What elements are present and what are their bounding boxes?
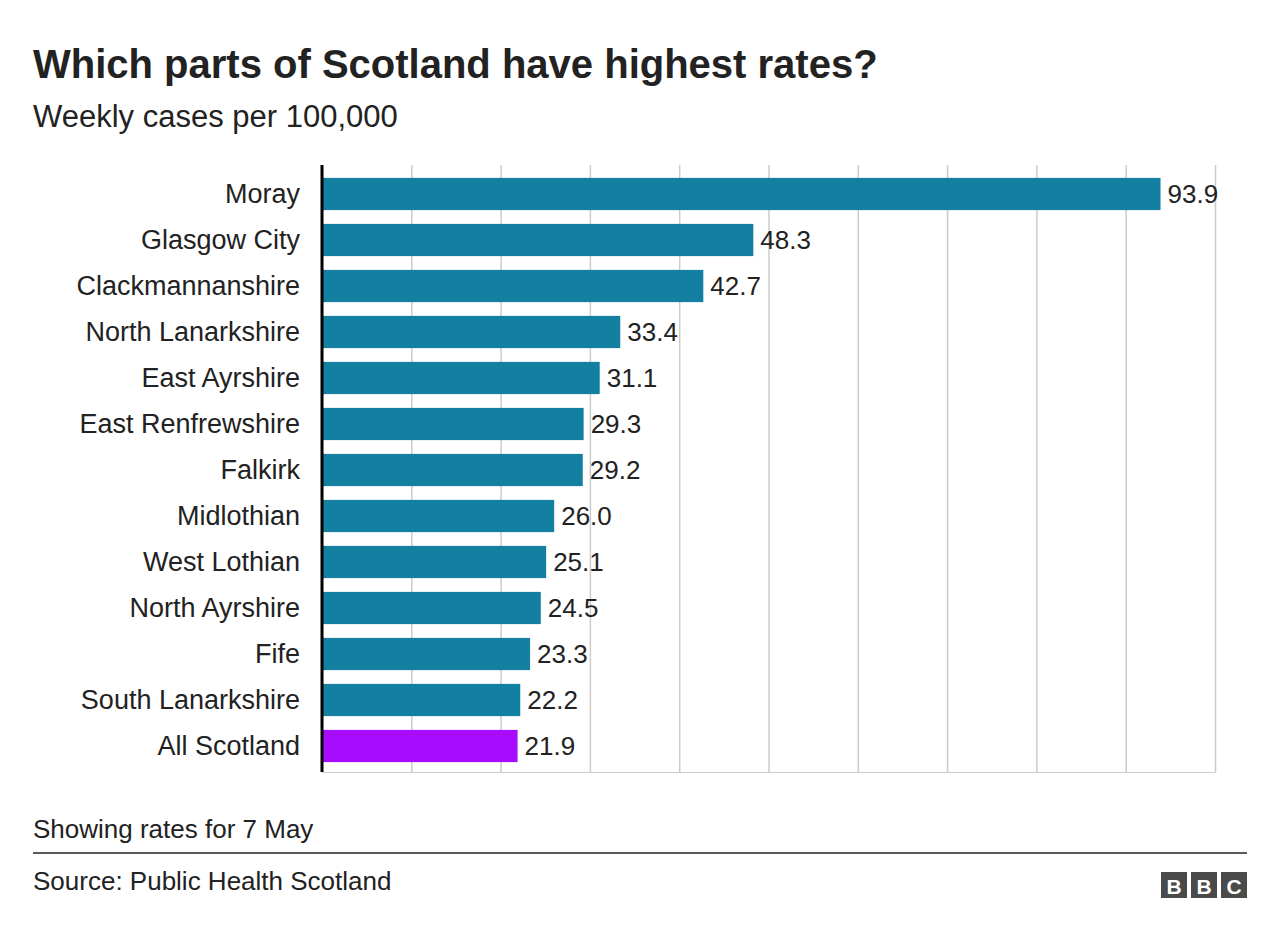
logo-text: BBC [1166,875,1241,898]
y-tick-label: West Lothian [143,547,300,577]
chart: Which parts of Scotland have highest rat… [0,0,1280,940]
data-label: 25.1 [553,547,604,577]
y-tick: All Scotland [157,731,322,761]
grid-line [1215,165,1217,772]
data-label: 29.2 [590,455,641,485]
y-tick-label: Glasgow City [141,225,301,255]
footer-rule [33,852,1247,854]
y-tick: South Lanarkshire [81,685,322,715]
data-label: 26.0 [561,501,612,531]
logo: BBC [1161,872,1247,898]
data-label: 93.9 [1168,179,1219,209]
x-tick [769,165,770,772]
bar [322,454,583,486]
grid-line [1125,165,1127,772]
y-tick-label: East Renfrewshire [79,409,300,439]
grid-line [947,165,949,772]
bar [322,316,620,348]
bar [322,270,703,302]
source: Source: Public Health Scotland [33,866,391,896]
bar [322,224,753,256]
x-tick [1126,165,1127,772]
y-tick-label: Moray [225,179,301,209]
data-label: 31.1 [607,363,658,393]
x-tick [322,165,323,772]
y-tick: West Lothian [143,547,322,577]
y-tick-label: Midlothian [177,501,300,531]
y-tick-label: North Lanarkshire [85,317,300,347]
data-label: 21.9 [525,731,576,761]
data-label: 33.4 [627,317,678,347]
subtitle: Weekly cases per 100,000 [33,99,398,134]
y-axis: Moray Glasgow City Clackmannanshire North L… [76,165,322,772]
bar [322,408,584,440]
y-tick: Moray [225,179,322,209]
bar [322,546,546,578]
data-label: 23.3 [537,639,588,669]
title: Which parts of Scotland have highest rat… [33,42,878,86]
y-tick-label: North Ayrshire [129,593,300,623]
x-tick [1215,165,1216,772]
y-tick-label: South Lanarkshire [81,685,300,715]
bar [322,178,1161,210]
data-label: 24.5 [548,593,599,623]
bar [322,592,541,624]
data-labels: 93.9 48.3 42.7 33.4 31.1 29.3 29.2 26.0 25.1 24.5… [525,179,1219,761]
y-tick-label: East Ayrshire [141,363,300,393]
bar [322,730,518,762]
data-label: 42.7 [710,271,761,301]
bars [322,178,1161,762]
bar [322,362,600,394]
data-label: 48.3 [760,225,811,255]
y-tick: Midlothian [177,501,322,531]
bar [322,638,530,670]
y-tick: East Ayrshire [141,363,322,393]
y-tick: North Ayrshire [129,593,322,623]
bar [322,684,520,716]
y-tick: Glasgow City [141,225,322,255]
y-tick-label: All Scotland [157,731,300,761]
x-axis-line [323,772,1216,773]
x-axis [323,165,1216,773]
x-tick [947,165,948,772]
data-label: 29.3 [591,409,642,439]
data-label: 22.2 [527,685,578,715]
grid-line [1036,165,1038,772]
y-tick: East Renfrewshire [79,409,322,439]
y-tick: Fife [255,639,322,669]
x-tick [1036,165,1037,772]
y-tick: Falkirk [221,455,323,485]
y-tick-label: Clackmannanshire [76,271,300,301]
y-axis-line [321,165,324,772]
y-tick: Clackmannanshire [76,271,322,301]
grid-line [858,165,860,772]
grid-line [322,165,324,772]
y-tick-label: Falkirk [221,455,301,485]
y-tick: North Lanarkshire [85,317,322,347]
x-tick [858,165,859,772]
grid-line [768,165,770,772]
note: Showing rates for 7 May [33,814,313,844]
bar [322,500,554,532]
y-tick-label: Fife [255,639,300,669]
